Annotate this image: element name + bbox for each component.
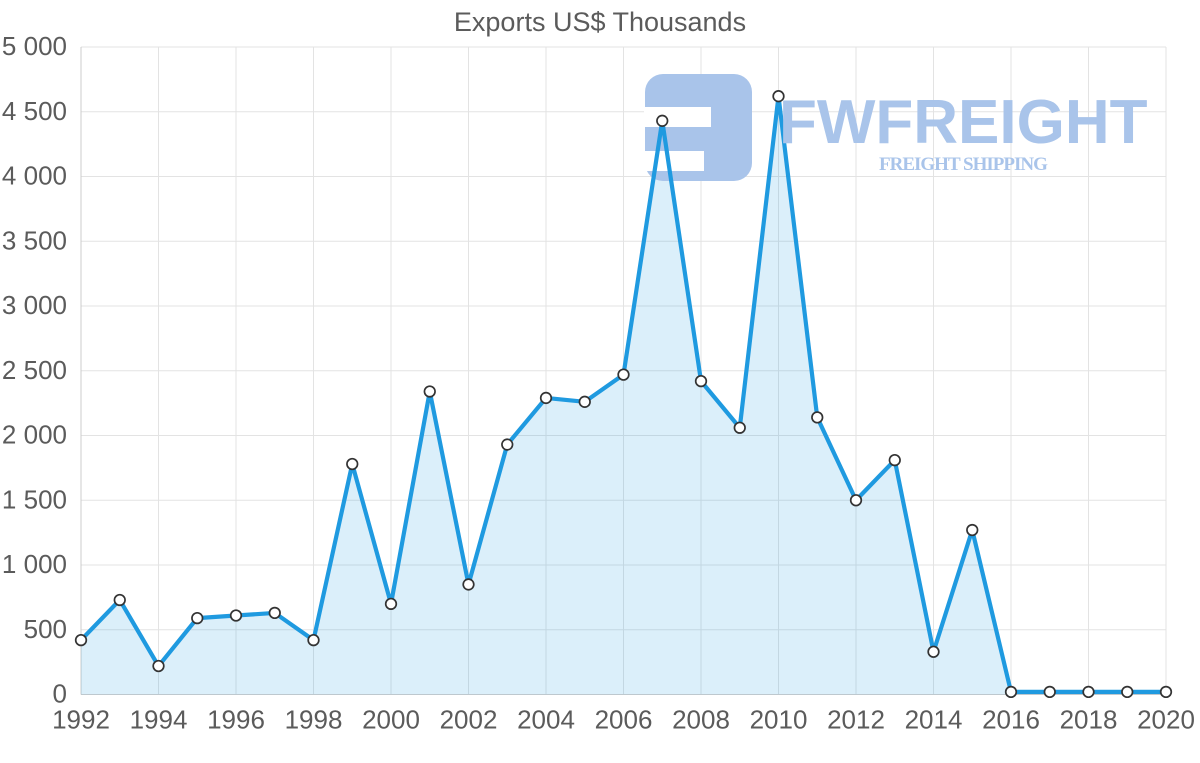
svg-text:2 000: 2 000: [2, 420, 67, 450]
svg-text:2012: 2012: [827, 705, 885, 735]
svg-text:3 000: 3 000: [2, 290, 67, 320]
svg-text:1 500: 1 500: [2, 484, 67, 514]
svg-text:4 000: 4 000: [2, 161, 67, 191]
svg-text:2008: 2008: [672, 705, 730, 735]
svg-text:1994: 1994: [130, 705, 188, 735]
svg-text:1 000: 1 000: [2, 549, 67, 579]
svg-text:2000: 2000: [362, 705, 420, 735]
svg-text:2014: 2014: [905, 705, 963, 735]
svg-text:1996: 1996: [207, 705, 265, 735]
svg-text:2006: 2006: [595, 705, 653, 735]
svg-text:4 500: 4 500: [2, 96, 67, 126]
svg-text:2016: 2016: [982, 705, 1040, 735]
svg-text:2004: 2004: [517, 705, 575, 735]
svg-text:3 500: 3 500: [2, 225, 67, 255]
svg-text:2018: 2018: [1060, 705, 1118, 735]
svg-text:2010: 2010: [750, 705, 808, 735]
svg-text:5 000: 5 000: [2, 31, 67, 61]
svg-text:2020: 2020: [1137, 705, 1195, 735]
svg-text:2002: 2002: [440, 705, 498, 735]
svg-text:500: 500: [24, 614, 67, 644]
svg-text:1998: 1998: [285, 705, 343, 735]
svg-text:1992: 1992: [52, 705, 110, 735]
svg-text:2 500: 2 500: [2, 355, 67, 385]
